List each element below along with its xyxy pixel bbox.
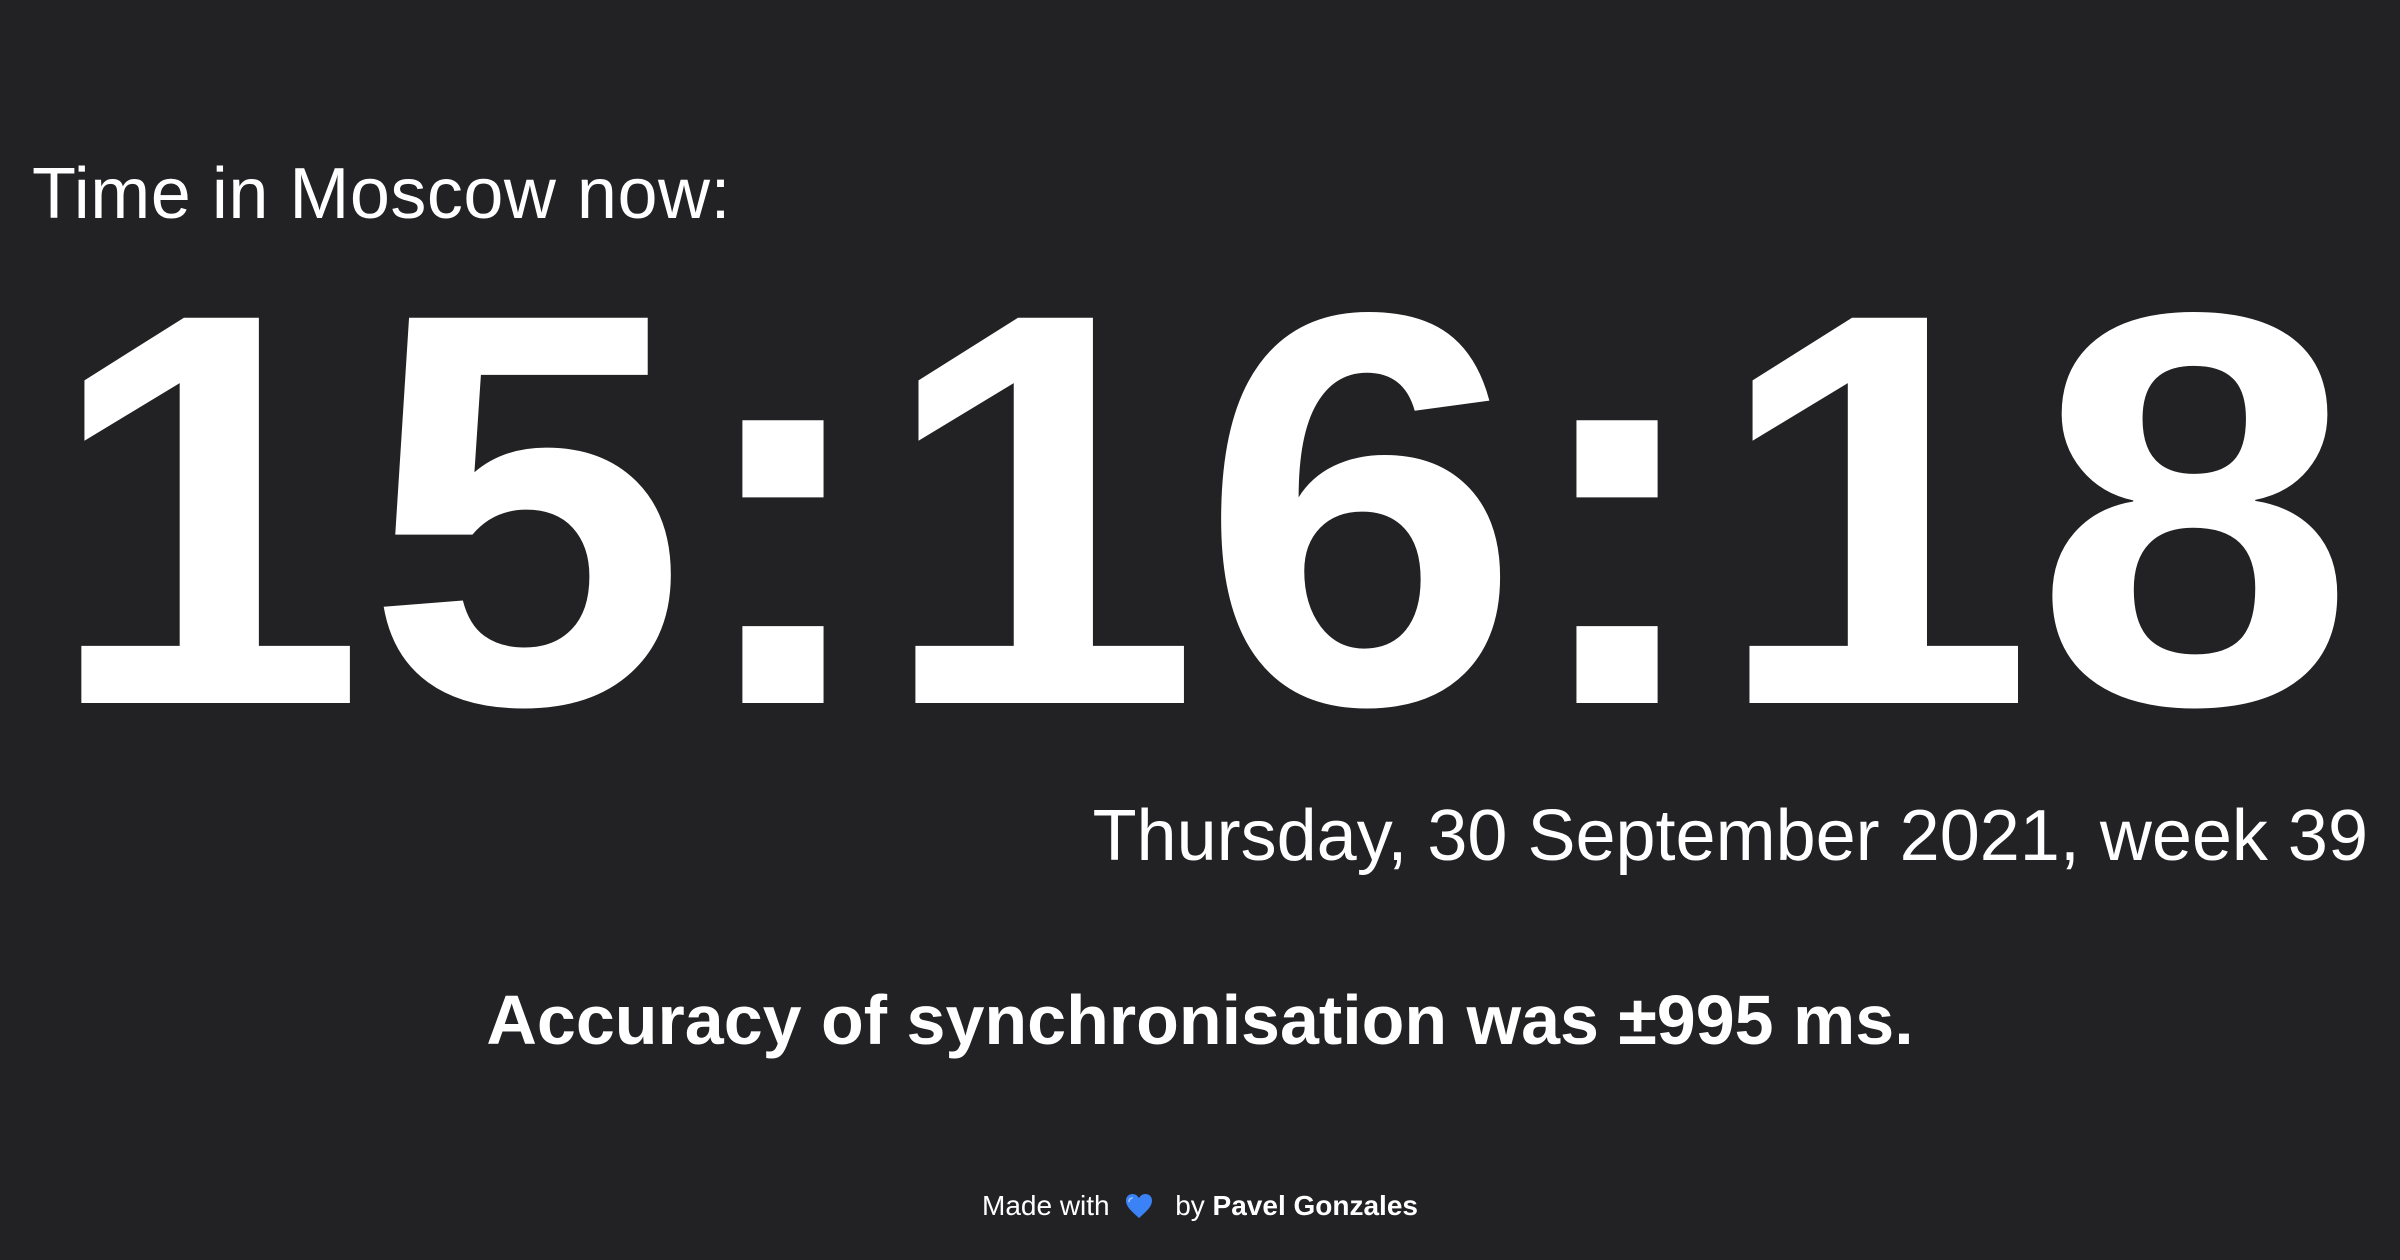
- time-display-text: 15:16:18: [45, 240, 2355, 720]
- time-location-label: Time in Moscow now:: [32, 154, 732, 234]
- footer-credit: Made with by Pavel Gonzales: [0, 1192, 2400, 1224]
- footer-by: by: [1175, 1190, 1205, 1221]
- time-display: 15:16:18: [45, 240, 2355, 720]
- sync-accuracy: Accuracy of synchronisation was ±995 ms.: [486, 981, 1914, 1059]
- footer-made-with: Made with: [982, 1190, 1110, 1221]
- date-line: Thursday, 30 September 2021, week 39: [1092, 796, 2368, 876]
- blue-heart-icon: [1125, 1193, 1153, 1224]
- footer-author-link[interactable]: Pavel Gonzales: [1212, 1190, 1418, 1221]
